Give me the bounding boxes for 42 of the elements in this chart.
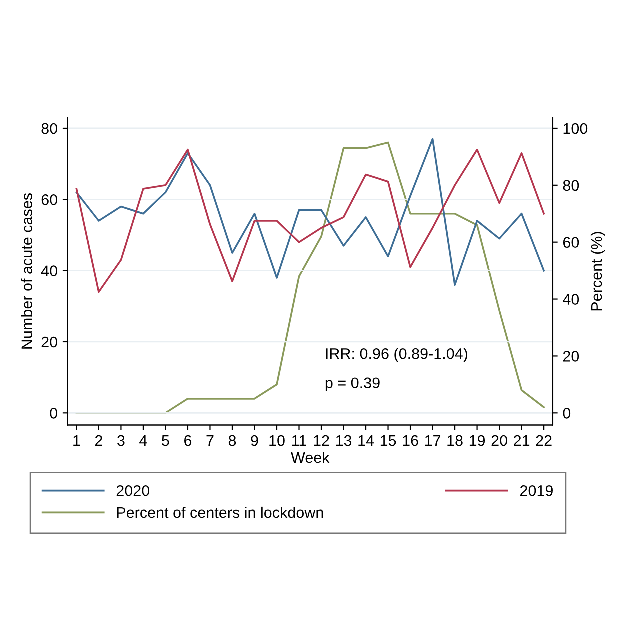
x-tick-label: 11 <box>292 436 306 446</box>
legend-label: Percent of centers in lockdown <box>117 506 324 518</box>
y-tick-label: 20 <box>42 336 58 348</box>
x-axis-title: Week <box>291 452 330 464</box>
x-tick-label: 17 <box>425 436 441 446</box>
x-tick-label: 12 <box>314 435 330 446</box>
y-tick-label: 60 <box>42 194 58 206</box>
legend-label: 2019 <box>520 485 553 496</box>
x-tick-label: 15 <box>380 436 396 446</box>
x-tick-label: 8 <box>228 435 236 446</box>
y-tick-label: 40 <box>41 266 58 277</box>
y2-tick-label: 100 <box>564 123 588 134</box>
y2-tick-label: 60 <box>563 237 580 248</box>
y-tick-label: 80 <box>42 123 58 134</box>
x-tick-label: 14 <box>358 436 374 446</box>
y2-axis-title: Percent (%) <box>590 232 606 311</box>
x-tick-label: 18 <box>448 435 463 446</box>
x-tick-label: 3 <box>118 435 125 446</box>
line-series <box>76 142 545 414</box>
y-axis-title: Number of acute cases <box>21 194 33 349</box>
y-tick-label: 0 <box>50 408 58 419</box>
x-tick-label: 16 <box>403 435 418 446</box>
x-tick-label: 19 <box>470 435 486 446</box>
x-tick-label: 21 <box>514 435 530 446</box>
x-tick-label: 9 <box>251 435 258 446</box>
annotation: IRR: 0.96 (0.89-1.04) <box>326 348 468 362</box>
x-tick-label: 5 <box>162 436 170 446</box>
annotation: p = 0.39 <box>326 378 380 392</box>
x-tick-label: 6 <box>184 435 192 446</box>
x-tick-label: 13 <box>336 435 352 446</box>
x-tick-label: 1 <box>74 436 80 446</box>
legend-label: 2020 <box>116 485 150 496</box>
x-tick-label: 7 <box>206 436 214 446</box>
y2-tick-label: 20 <box>563 351 580 362</box>
x-tick-label: 22 <box>536 435 552 446</box>
y2-tick-label: 40 <box>563 294 580 305</box>
y2-tick-label: 80 <box>563 180 580 192</box>
x-tick-label: 2 <box>95 435 102 446</box>
x-tick-label: 4 <box>140 436 148 446</box>
x-tick-label: 10 <box>270 435 285 446</box>
x-tick-label: 20 <box>492 435 508 446</box>
y2-tick-label: 0 <box>563 408 571 419</box>
